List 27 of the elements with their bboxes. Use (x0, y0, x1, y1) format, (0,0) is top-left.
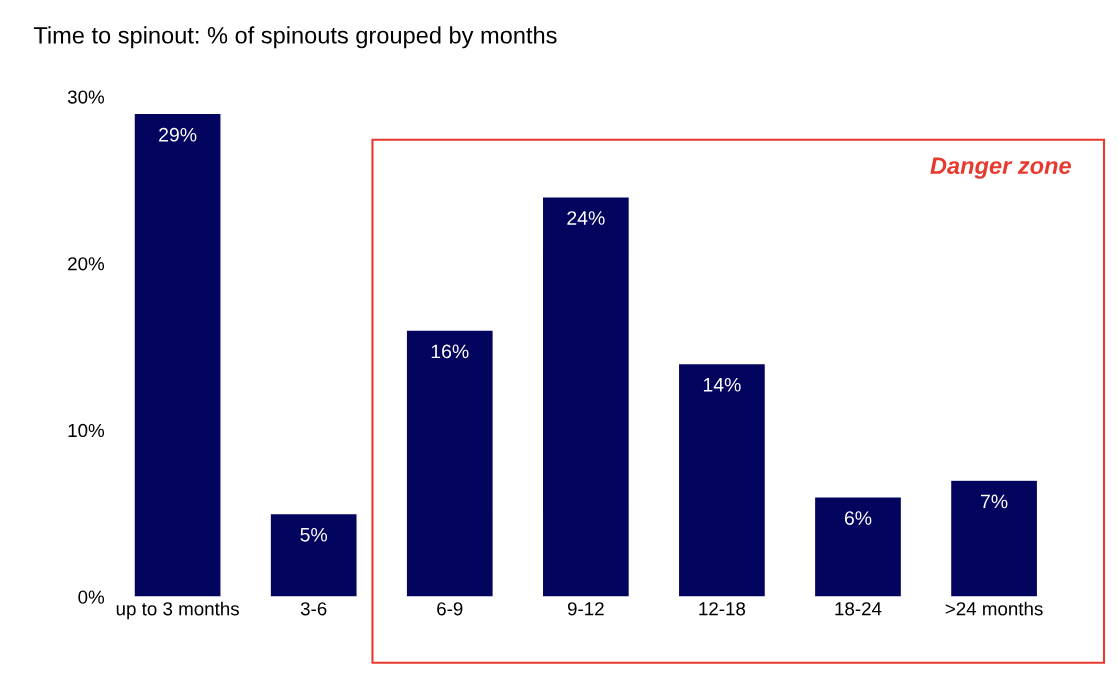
annotation: Danger zone (930, 157, 1071, 179)
chart-title: Time to spinout: % of spinouts grouped by months (33, 26, 557, 49)
x-tick-label: 6-9 (437, 602, 463, 616)
bar (677, 362, 767, 597)
data-label: 24% (567, 211, 605, 225)
bar (541, 196, 631, 597)
x-tick-label: 18-24 (835, 602, 882, 616)
bar (813, 496, 903, 597)
y-tick-label: 20% (68, 257, 105, 271)
data-label: 29% (159, 127, 197, 142)
data-label: 14% (703, 377, 741, 392)
x-tick-label: 12-18 (699, 602, 746, 616)
y-tick-label: 10% (68, 423, 105, 438)
y-tick-label: 0% (78, 590, 105, 604)
data-label: 7% (981, 494, 1008, 509)
x-tick-label: 9-12 (567, 602, 604, 616)
data-label: 16% (431, 344, 469, 359)
y-tick-label: 30% (67, 90, 105, 104)
x-tick-label: up to 3 months (116, 601, 239, 620)
data-label: 6% (844, 511, 872, 525)
bar (133, 112, 222, 597)
x-tick-label: 3-6 (300, 602, 327, 616)
bar (269, 512, 358, 597)
data-label: 5% (300, 527, 328, 542)
bar (405, 329, 494, 597)
x-tick-label: >24 months (945, 601, 1043, 616)
bar (949, 479, 1039, 597)
